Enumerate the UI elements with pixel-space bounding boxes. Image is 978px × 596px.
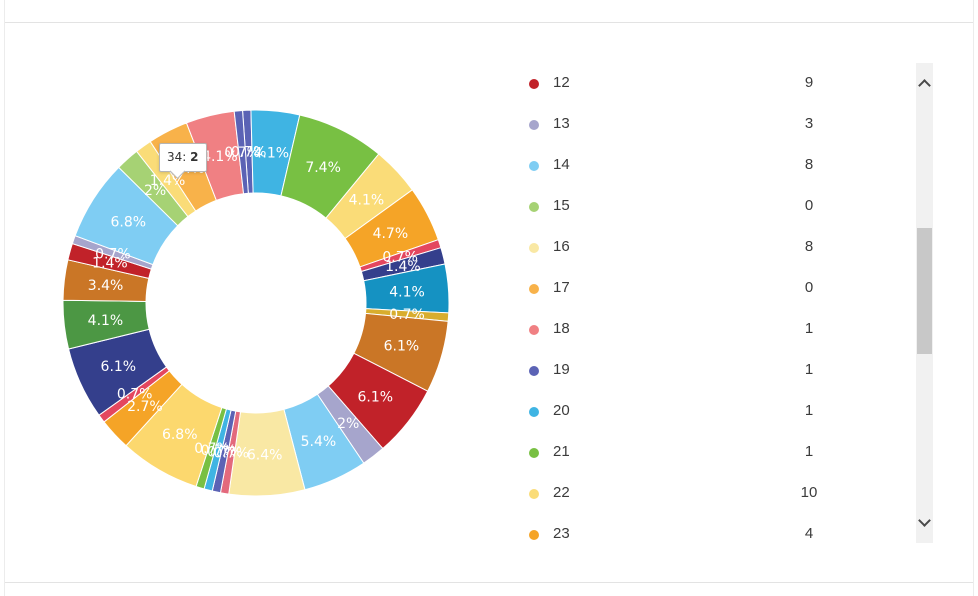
legend-label: 13 [553, 115, 570, 132]
legend-label: 21 [553, 443, 570, 460]
legend-item[interactable]: 14 8 [520, 145, 916, 186]
legend-value: 4 [804, 525, 814, 542]
slice-label-8: 4.1% [389, 284, 425, 300]
slice-label-28: 2% [144, 183, 166, 199]
slice-label-3: 7.4% [305, 160, 341, 176]
slice-label-10: 6.1% [384, 339, 420, 355]
legend-value: 0 [804, 279, 814, 296]
donut-chart: 0.7%4.1%7.4%4.1%4.7%0.7%1.4%4.1%0.7%6.1%… [62, 109, 450, 497]
legend-scrollbar[interactable] [916, 63, 933, 543]
legend-dot-icon [529, 489, 539, 499]
legend-item[interactable]: 17 0 [520, 268, 916, 309]
scroll-up-button[interactable] [916, 63, 933, 105]
tooltip-label: 34: [167, 150, 187, 164]
slice-label-26: 0.7% [95, 246, 131, 262]
panel-top-border [4, 22, 974, 23]
slice-label-12: 2% [337, 416, 359, 432]
slice-label-27: 6.8% [110, 215, 146, 231]
slice-label-7: 1.4% [385, 259, 421, 275]
legend-item[interactable]: 18 1 [520, 309, 916, 350]
slice-label-11: 6.1% [357, 389, 393, 405]
slice-label-31: 4.1% [202, 149, 238, 165]
legend-item[interactable]: 16 8 [520, 227, 916, 268]
panel-left-border [4, 0, 5, 596]
slice-label-19: 6.8% [162, 427, 198, 443]
slice-label-1: 0.7% [231, 145, 267, 161]
legend-item[interactable]: 12 9 [520, 63, 916, 104]
legend-dot-icon [529, 407, 539, 417]
legend-label: 20 [553, 402, 570, 419]
slice-label-20: 2.7% [127, 399, 163, 415]
slice-label-9: 0.7% [389, 307, 425, 323]
slice-label-21: 0.7% [117, 387, 153, 403]
legend-dot-icon [529, 448, 539, 458]
legend-item[interactable]: 23 4 [520, 514, 916, 543]
panel-bottom-border [4, 582, 974, 583]
slice-label-14: 6.4% [247, 447, 283, 463]
legend-dot-icon [529, 325, 539, 335]
legend-item[interactable]: 19 1 [520, 350, 916, 391]
legend-dot-icon [529, 202, 539, 212]
legend-label: 22 [553, 484, 570, 501]
legend-item[interactable]: 13 3 [520, 104, 916, 145]
legend-value: 3 [804, 115, 814, 132]
chevron-up-icon [918, 79, 931, 92]
legend-label: 18 [553, 320, 570, 337]
slice-label-25: 1.4% [92, 256, 128, 272]
legend-label: 16 [553, 238, 570, 255]
legend-item[interactable]: 21 1 [520, 432, 916, 473]
slice-label-22: 6.1% [101, 359, 137, 375]
chevron-down-icon [918, 514, 931, 527]
scroll-down-button[interactable] [916, 507, 933, 543]
legend-item[interactable]: 20 1 [520, 391, 916, 432]
legend-item[interactable]: 15 0 [520, 186, 916, 227]
legend-dot-icon [529, 530, 539, 540]
legend-value: 9 [804, 74, 814, 91]
legend-dot-icon [529, 243, 539, 253]
slice-label-6: 0.7% [382, 249, 418, 265]
panel-right-border [973, 0, 974, 596]
slice-label-5: 4.7% [373, 226, 409, 242]
scrollbar-thumb[interactable] [917, 228, 932, 354]
legend-value: 0 [804, 197, 814, 214]
legend-dot-icon [529, 366, 539, 376]
legend-value: 8 [804, 238, 814, 255]
legend-value: 1 [804, 361, 814, 378]
legend-value: 8 [804, 156, 814, 173]
chart-tooltip: 34: 2 [159, 143, 207, 172]
legend-dot-icon [529, 120, 539, 130]
legend-label: 17 [553, 279, 570, 296]
legend-dot-icon [529, 284, 539, 294]
legend-label: 12 [553, 74, 570, 91]
slice-label-18: 0.7% [194, 441, 230, 457]
slice-label-16: 0.7% [207, 444, 243, 460]
legend-dot-icon [529, 161, 539, 171]
slice-label-32: 0.7% [224, 145, 260, 161]
slice-label-13: 5.4% [301, 434, 337, 450]
legend-label: 14 [553, 156, 570, 173]
legend-item[interactable]: 22 10 [520, 473, 916, 514]
slice-label-17: 0.7% [201, 443, 237, 459]
legend-label: 19 [553, 361, 570, 378]
legend-value: 1 [804, 443, 814, 460]
legend-label: 15 [553, 197, 570, 214]
legend-value: 10 [800, 484, 818, 501]
donut-slices [62, 109, 450, 497]
slice-label-15: 0.7% [214, 445, 250, 461]
chart-legend: 12 9 13 3 14 8 15 0 16 8 17 0 18 1 19 1 20 1 21 1 22 10 23 4 [520, 63, 916, 543]
legend-value: 1 [804, 402, 814, 419]
donut-slice-32[interactable] [233, 109, 249, 195]
tooltip-value: 2 [190, 150, 199, 164]
legend-value: 1 [804, 320, 814, 337]
slice-label-2: 4.1% [254, 145, 290, 161]
slice-label-24: 3.4% [88, 278, 124, 294]
legend-label: 23 [553, 525, 570, 542]
slice-label-23: 4.1% [88, 313, 124, 329]
slice-label-4: 4.1% [349, 192, 385, 208]
legend-dot-icon [529, 79, 539, 89]
